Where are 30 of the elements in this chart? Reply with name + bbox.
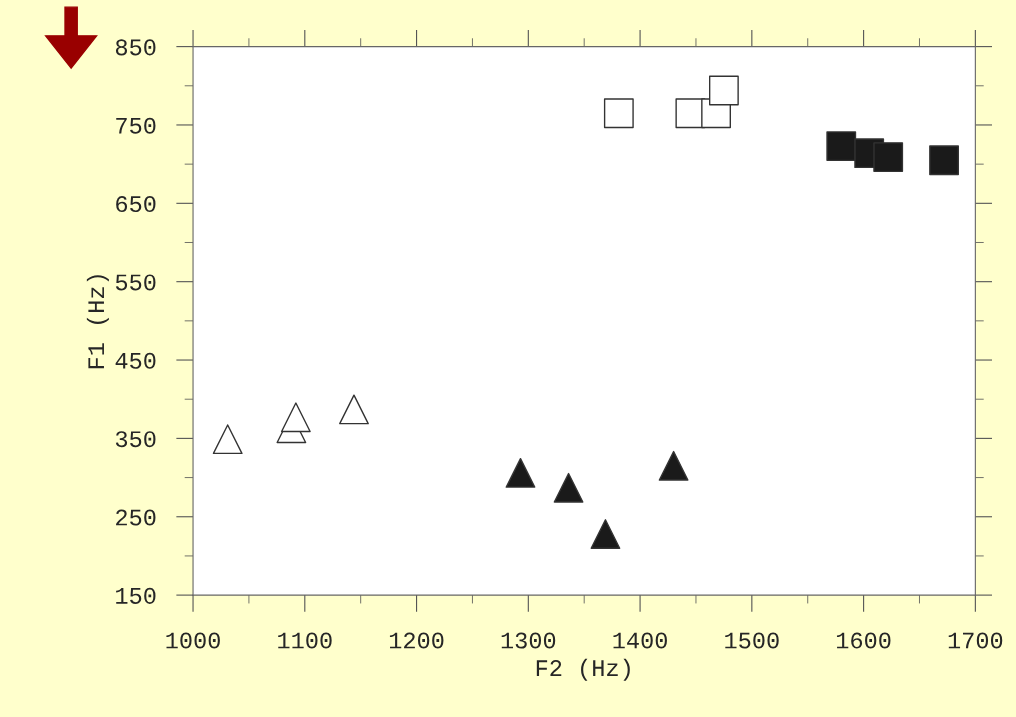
y-tick-label: 650 <box>116 196 156 213</box>
point <box>826 131 857 162</box>
x-tick-label: 1100 <box>278 632 332 649</box>
y-tick-label: 550 <box>115 274 156 291</box>
point <box>339 394 369 425</box>
point <box>590 519 621 549</box>
point <box>280 402 311 433</box>
y-tick-label: 350 <box>115 431 156 448</box>
point <box>658 450 689 481</box>
point <box>873 142 904 173</box>
x-tick-label: 1300 <box>501 632 556 649</box>
x-tick-label: 1000 <box>166 632 220 649</box>
x-tick-label: 1400 <box>613 632 667 649</box>
y-tick-label: 150 <box>116 587 156 604</box>
point <box>505 457 536 488</box>
y-tick-label: 250 <box>116 509 156 526</box>
x-tick-label: 1200 <box>389 632 444 649</box>
point <box>929 145 959 176</box>
y-tick-label: 750 <box>116 117 156 134</box>
point <box>708 75 739 106</box>
y-axis-title: F1 (Hz) <box>86 275 109 369</box>
point <box>212 424 243 455</box>
point <box>603 98 634 129</box>
x-tick-label: 1700 <box>948 632 1003 649</box>
point <box>553 472 584 503</box>
x-tick-label: 1500 <box>725 632 779 649</box>
x-tick-label: 1600 <box>836 632 891 649</box>
y-tick-label: 450 <box>115 352 156 369</box>
x-axis-title: F2 (Hz) <box>536 658 630 681</box>
y-tick-label: 850 <box>115 39 156 56</box>
